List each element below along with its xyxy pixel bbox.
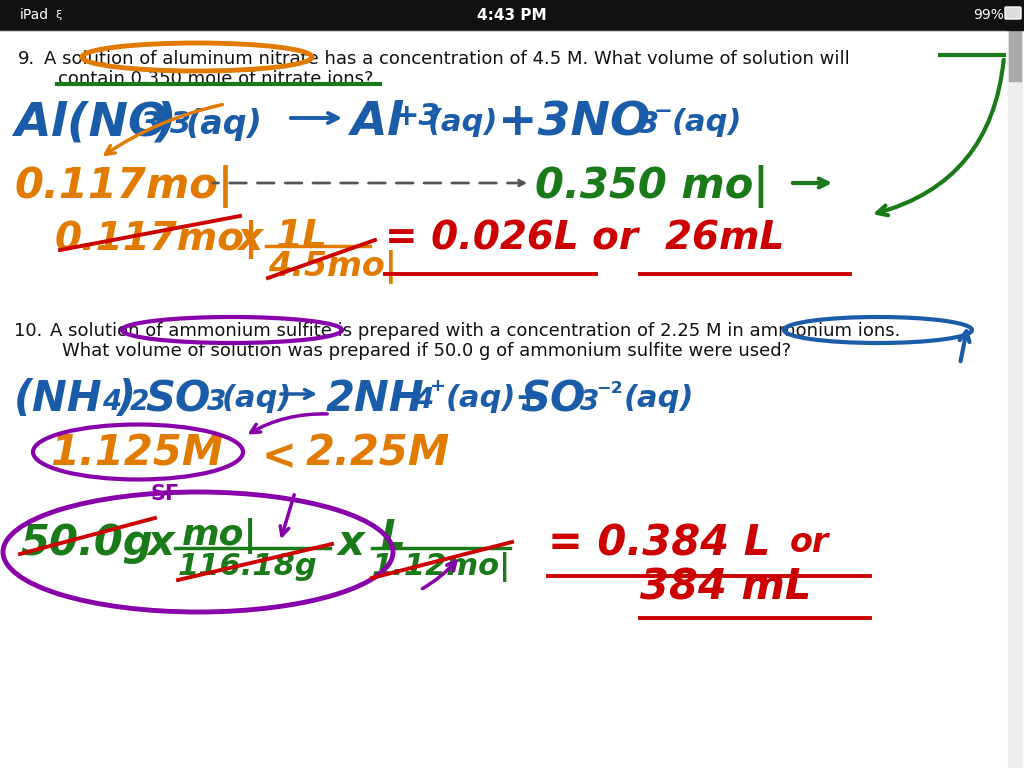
FancyArrowPatch shape <box>281 495 294 535</box>
FancyArrowPatch shape <box>959 331 970 361</box>
Text: 2NH: 2NH <box>326 378 425 420</box>
Text: 3: 3 <box>140 110 161 139</box>
Text: 1.125M: 1.125M <box>50 432 223 474</box>
Bar <box>1009 31 1021 81</box>
Text: (aq): (aq) <box>428 108 499 137</box>
Text: 4:43 PM: 4:43 PM <box>477 8 547 22</box>
Text: ⁻: ⁻ <box>654 102 673 136</box>
Text: (aq): (aq) <box>222 384 293 413</box>
Text: mo|: mo| <box>182 518 258 554</box>
Text: 10.: 10. <box>14 322 42 340</box>
Text: 0.117mo|: 0.117mo| <box>14 165 233 208</box>
Text: x: x <box>148 522 175 564</box>
Text: 116.18g: 116.18g <box>178 552 317 581</box>
Text: 1.12mo|: 1.12mo| <box>372 552 511 582</box>
Text: 9.: 9. <box>18 50 35 68</box>
Text: ): ) <box>154 100 176 145</box>
Text: What volume of solution was prepared if 50.0 g of ammonium sulfite were used?: What volume of solution was prepared if … <box>62 342 792 360</box>
Text: ⁻²: ⁻² <box>596 380 623 408</box>
Text: contain 0.350 mole of nitrate ions?: contain 0.350 mole of nitrate ions? <box>58 70 374 88</box>
Text: x: x <box>238 220 263 258</box>
Text: 99%: 99% <box>973 8 1004 22</box>
Bar <box>0 0 1024 30</box>
Text: x: x <box>338 522 365 564</box>
Text: A solution of ammonium sulfite is prepared with a concentration of 2.25 M in amm: A solution of ammonium sulfite is prepar… <box>50 322 900 340</box>
Text: 0.350 mo|: 0.350 mo| <box>535 165 769 208</box>
Text: SF: SF <box>150 484 179 504</box>
Text: = 0.384 L: = 0.384 L <box>548 522 770 564</box>
Text: 1L: 1L <box>275 218 327 256</box>
Text: 4.5mo|: 4.5mo| <box>268 250 397 284</box>
Text: 3: 3 <box>170 110 191 139</box>
Text: SO: SO <box>520 378 586 420</box>
Text: SO: SO <box>145 378 210 420</box>
Text: 3: 3 <box>638 110 659 139</box>
Text: iPad: iPad <box>20 8 49 22</box>
Text: 4: 4 <box>102 388 121 416</box>
FancyBboxPatch shape <box>1005 7 1021 19</box>
Text: +3: +3 <box>394 102 440 131</box>
Text: 50.0g: 50.0g <box>20 522 153 564</box>
Text: Al(NO: Al(NO <box>14 100 168 145</box>
Text: (aq)+: (aq)+ <box>446 384 542 413</box>
Text: 3: 3 <box>207 388 226 416</box>
Text: <: < <box>262 436 297 478</box>
Text: ): ) <box>116 378 135 420</box>
Text: +3NO: +3NO <box>498 100 650 145</box>
Text: (aq): (aq) <box>672 108 742 137</box>
Text: (aq): (aq) <box>624 384 694 413</box>
Text: (NH: (NH <box>14 378 102 420</box>
Text: 2: 2 <box>130 388 150 416</box>
FancyArrowPatch shape <box>423 561 456 588</box>
Text: 384 mL: 384 mL <box>640 566 811 608</box>
Text: ⁺: ⁺ <box>430 378 446 407</box>
Bar <box>1008 30 1022 768</box>
FancyArrowPatch shape <box>105 104 222 154</box>
Text: (aq): (aq) <box>185 108 262 141</box>
Text: A solution of aluminum nitrate has a concentration of 4.5 M. What volume of solu: A solution of aluminum nitrate has a con… <box>44 50 850 68</box>
FancyArrowPatch shape <box>251 414 328 432</box>
Text: L: L <box>380 518 404 556</box>
FancyArrowPatch shape <box>878 60 1004 215</box>
Text: Al: Al <box>350 100 402 145</box>
Text: = 0.026L or  26mL: = 0.026L or 26mL <box>385 220 784 258</box>
Text: 3: 3 <box>580 388 599 416</box>
Text: or: or <box>790 526 829 559</box>
Text: ξ: ξ <box>55 10 61 20</box>
Text: 2.25M: 2.25M <box>306 432 451 474</box>
Text: 4: 4 <box>414 386 433 414</box>
Text: 0.117mo|: 0.117mo| <box>55 220 259 259</box>
